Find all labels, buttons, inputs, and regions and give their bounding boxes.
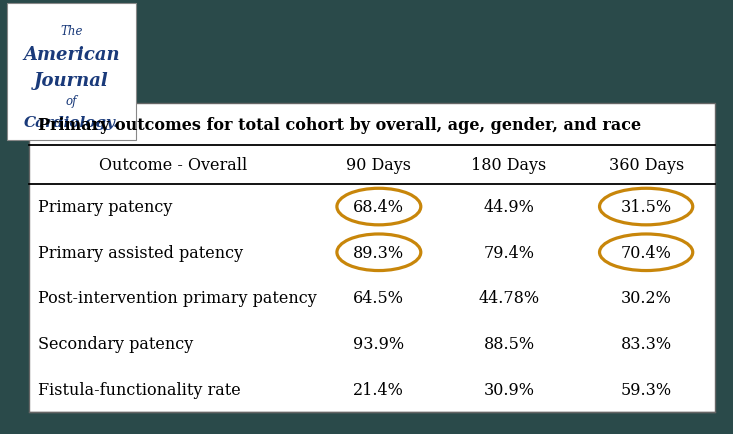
Text: of: of [66,95,77,107]
Text: 180 Days: 180 Days [471,157,547,174]
Text: Primary assisted patency: Primary assisted patency [38,244,243,261]
Text: Cardiology.: Cardiology. [23,115,119,130]
Text: 70.4%: 70.4% [621,244,671,261]
Text: 88.5%: 88.5% [484,335,534,352]
Text: 360 Days: 360 Days [608,157,684,174]
Text: American: American [23,46,119,63]
Text: Primary outcomes for total cohort by overall, age, gender, and race: Primary outcomes for total cohort by ove… [38,116,641,133]
Text: 64.5%: 64.5% [353,290,405,307]
Text: 93.9%: 93.9% [353,335,405,352]
Text: 31.5%: 31.5% [621,199,671,216]
Text: 21.4%: 21.4% [353,381,405,398]
Text: Secondary patency: Secondary patency [38,335,194,352]
Text: 90 Days: 90 Days [347,157,411,174]
Text: Journal: Journal [34,72,108,89]
Text: 68.4%: 68.4% [353,199,405,216]
Text: 59.3%: 59.3% [621,381,671,398]
Text: Fistula-functionality rate: Fistula-functionality rate [38,381,241,398]
Text: 30.2%: 30.2% [621,290,671,307]
Text: 44.78%: 44.78% [479,290,539,307]
Text: 79.4%: 79.4% [484,244,534,261]
Text: 83.3%: 83.3% [621,335,671,352]
Text: 89.3%: 89.3% [353,244,405,261]
Text: 44.9%: 44.9% [484,199,534,216]
Text: Post-intervention primary patency: Post-intervention primary patency [38,290,317,307]
Text: The: The [60,25,83,38]
Text: Primary patency: Primary patency [38,199,172,216]
Text: 30.9%: 30.9% [484,381,534,398]
Text: Outcome - Overall: Outcome - Overall [99,157,247,174]
